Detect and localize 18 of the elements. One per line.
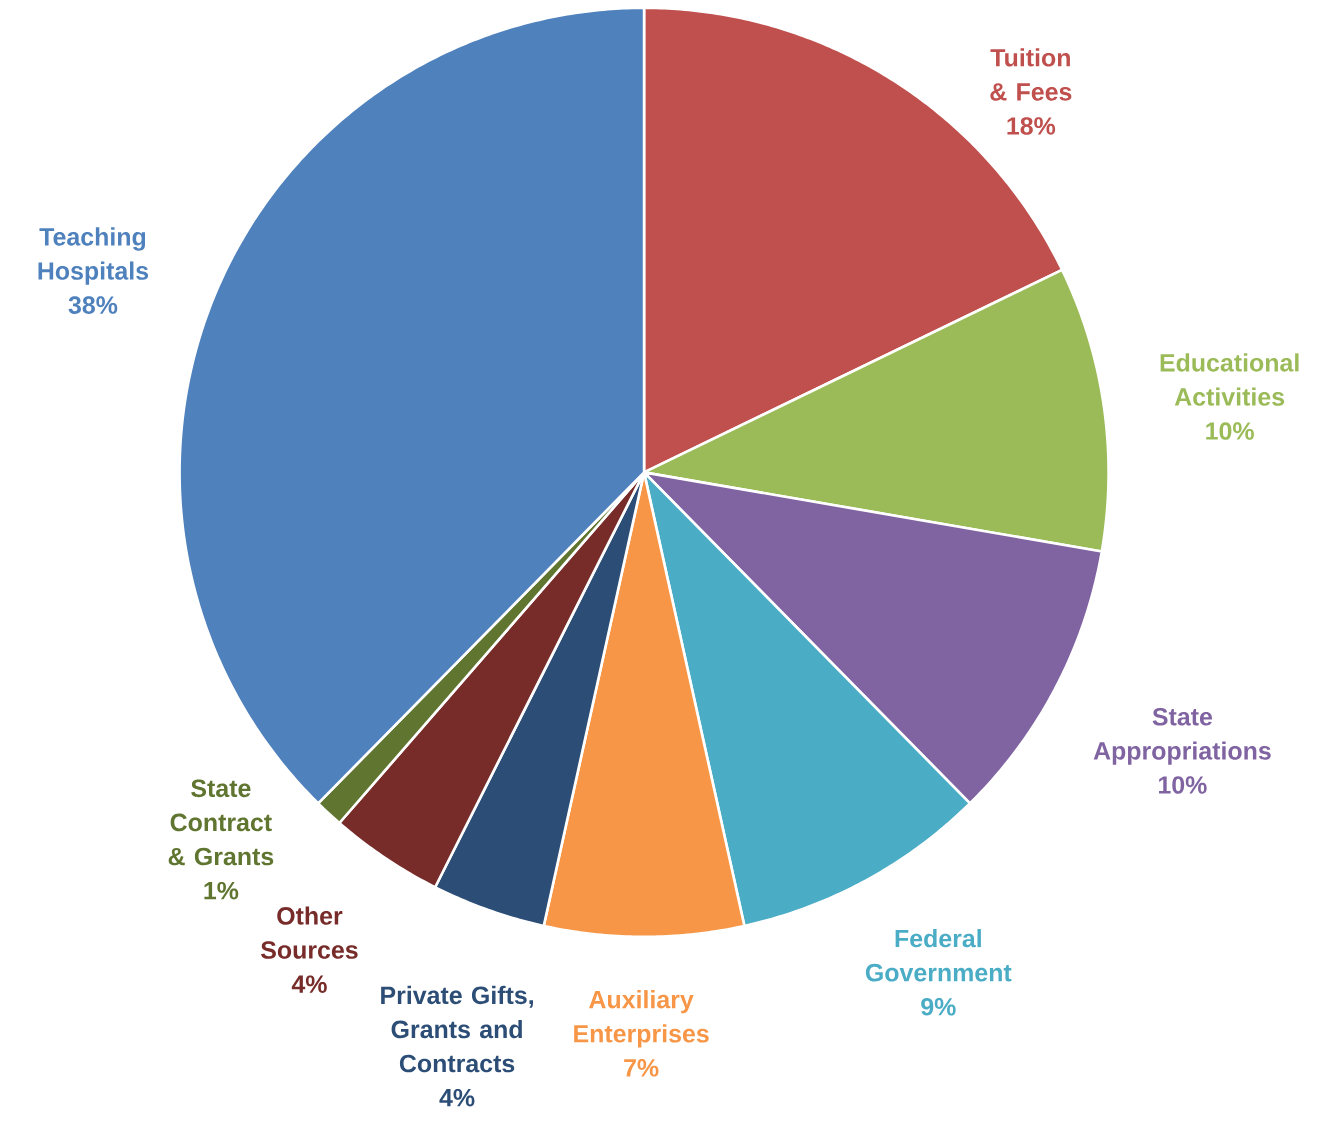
data-label: 4% [439, 1088, 475, 1107]
slice-label: Federal Government [865, 929, 1012, 982]
data-label: 10% [1206, 422, 1254, 440]
data-label: 38% [68, 296, 118, 314]
data-label: 1% [204, 881, 239, 900]
slice-label: Tuition & Fees [990, 48, 1072, 101]
slice-label: Auxiliary Enterprises [574, 990, 709, 1048]
data-label: 7% [624, 1059, 659, 1077]
slice-label: Other Sources [260, 906, 358, 959]
slice-label: Educational Activities [1160, 353, 1299, 406]
slice-label: State Contract & Grants [168, 779, 274, 866]
slice-label: Teaching Hospitals [38, 227, 149, 285]
slice-label: State Appropriations [1093, 708, 1271, 765]
data-label: 10% [1159, 776, 1207, 794]
data-label: 18% [1007, 117, 1056, 135]
data-label: 4% [291, 975, 327, 993]
data-label: 9% [921, 998, 956, 1016]
slice-label: Private Gifts, Grants and Contracts [381, 985, 533, 1073]
